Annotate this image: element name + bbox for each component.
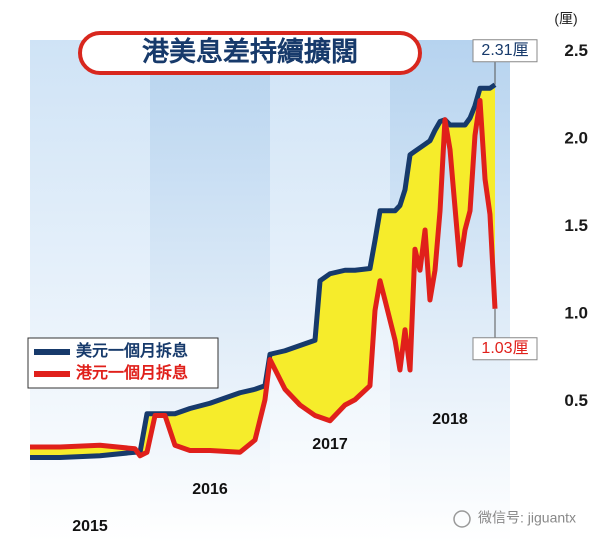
label-box [472, 39, 538, 63]
legend-label: 美元一個月拆息 [76, 341, 188, 360]
year-stripe [150, 40, 270, 543]
chart-title: 港美息差持續擴闊 [142, 36, 358, 67]
x-tick-label: 2017 [312, 436, 348, 453]
y-tick-label: 1.5 [564, 216, 588, 235]
value-label: 2.31厘 [481, 42, 528, 59]
spread-area [30, 84, 495, 458]
value-label: 1.03厘 [481, 340, 528, 357]
y-tick-label: 0.5 [564, 391, 588, 410]
title-box [78, 31, 422, 75]
x-tick-label: 2016 [192, 481, 228, 498]
legend-box [27, 337, 219, 389]
y-tick-label: 2.0 [564, 128, 588, 147]
x-tick-label: 2015 [72, 518, 108, 535]
series-line [30, 98, 498, 459]
x-tick-label: 2018 [432, 411, 468, 428]
series-line [30, 82, 497, 460]
y-unit: (厘) [554, 11, 577, 27]
legend-label: 港元一個月拆息 [76, 363, 188, 382]
y-tick-label: 2.5 [564, 41, 588, 60]
y-tick-label: 1.0 [564, 303, 588, 322]
year-stripe [30, 40, 150, 543]
plot: 2.31厘 1.03厘 [30, 39, 538, 460]
watermark: 微信号: jiguantx [478, 510, 576, 526]
watermark-icon [453, 510, 471, 528]
label-box [472, 337, 538, 361]
background [30, 40, 510, 543]
